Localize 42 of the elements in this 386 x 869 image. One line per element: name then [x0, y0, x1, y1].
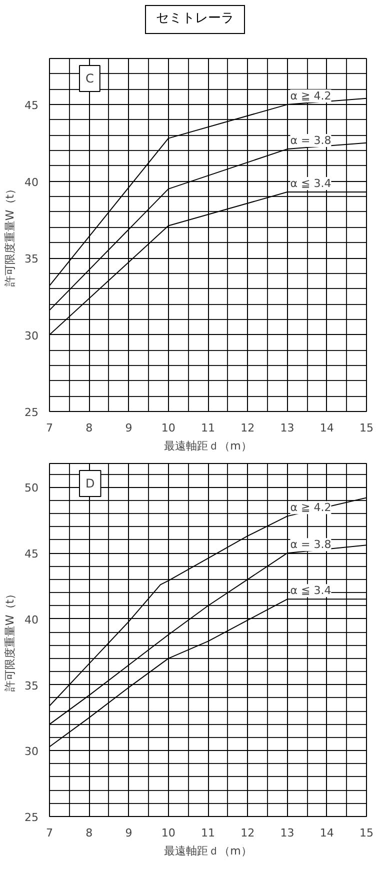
series-label: α ≦ 3.4: [290, 584, 332, 598]
x-tick-label: 10: [161, 422, 176, 434]
x-tick-label: 14: [320, 826, 334, 840]
y-tick-label: 30: [24, 329, 39, 342]
x-tick-label: 7: [46, 422, 53, 434]
chart-title: セミトレーラ: [145, 5, 245, 34]
y-tick-label: 40: [24, 176, 39, 189]
annotation: D: [86, 476, 95, 490]
x-tick-label: 8: [86, 826, 93, 840]
x-tick-label: 13: [280, 826, 294, 840]
x-tick-label: 7: [46, 826, 53, 840]
x-tick-label: 14: [320, 422, 334, 434]
x-tick-label: 15: [360, 422, 374, 434]
series-label: α = 3.8: [290, 134, 332, 148]
x-tick-label: 11: [201, 422, 215, 434]
x-tick-label: 13: [280, 422, 294, 434]
y-axis-title: 許可限度重量W（t）: [4, 588, 17, 692]
x-tick-label: 12: [240, 826, 255, 840]
x-tick-label: 11: [201, 826, 215, 840]
y-tick-label: 45: [24, 548, 39, 561]
x-tick-label: 8: [86, 422, 93, 434]
series-label: α ≧ 4.2: [290, 501, 332, 514]
annotation: C: [86, 72, 94, 86]
x-tick-label: 10: [161, 826, 176, 840]
x-tick-label: 9: [125, 422, 132, 434]
x-tick-label: 9: [125, 826, 132, 840]
y-tick-label: 35: [24, 679, 39, 692]
y-tick-label: 35: [24, 252, 39, 266]
y-tick-label: 50: [24, 482, 39, 495]
x-axis-title: 最遠軸距ｄ（m）: [164, 440, 252, 452]
y-tick-label: 25: [24, 811, 39, 824]
series-label: α ≦ 3.4: [290, 177, 332, 190]
y-tick-label: 25: [24, 406, 39, 419]
y-tick-label: 40: [24, 613, 39, 626]
x-tick-label: 15: [360, 826, 374, 840]
y-tick-label: 30: [24, 745, 39, 758]
series-label: α = 3.8: [290, 538, 332, 552]
x-tick-label: 12: [240, 422, 255, 434]
x-axis-title: 最遠軸距ｄ（m）: [164, 844, 252, 858]
series-label: α ≧ 4.2: [290, 90, 332, 103]
y-axis-title: 許可限度重量W（t）: [4, 183, 17, 287]
y-tick-label: 45: [24, 99, 39, 112]
